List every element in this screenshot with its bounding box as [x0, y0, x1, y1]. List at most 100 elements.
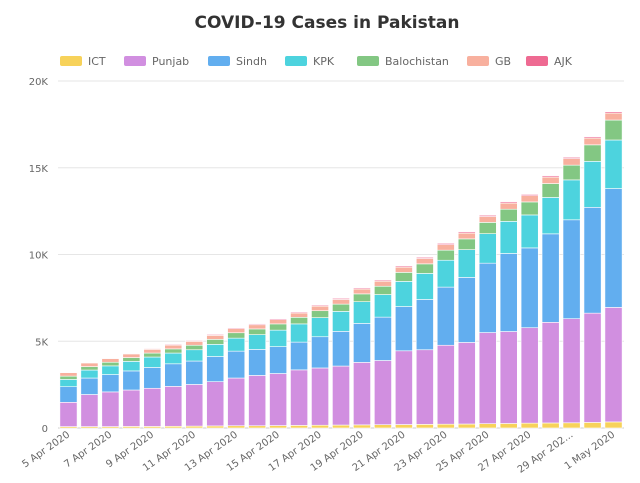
bar-segment[interactable]: [59, 372, 78, 377]
bar-segment[interactable]: [332, 299, 350, 305]
bar-segment[interactable]: [499, 201, 518, 204]
bar-segment[interactable]: [101, 361, 120, 367]
bar-segment[interactable]: [415, 263, 434, 274]
bar-segment[interactable]: [394, 266, 413, 273]
bar-segment[interactable]: [583, 161, 602, 208]
bar-segment[interactable]: [290, 323, 308, 343]
bar-segment[interactable]: [248, 375, 267, 427]
bar-segment[interactable]: [227, 332, 246, 339]
bar-segment[interactable]: [394, 350, 413, 425]
bar-segment[interactable]: [206, 334, 225, 336]
bar-segment[interactable]: [185, 349, 204, 362]
bar-segment[interactable]: [457, 232, 476, 240]
bar-segment[interactable]: [520, 327, 539, 424]
bar-segment[interactable]: [583, 137, 602, 146]
bar-segment[interactable]: [436, 249, 455, 261]
bar-segment[interactable]: [394, 281, 413, 307]
bar-segment[interactable]: [101, 358, 120, 363]
bar-segment[interactable]: [541, 183, 560, 198]
bar-segment[interactable]: [541, 176, 560, 184]
bar-segment[interactable]: [248, 349, 267, 376]
bar-segment[interactable]: [374, 285, 392, 295]
bar-segment[interactable]: [248, 323, 267, 326]
bar-segment[interactable]: [248, 324, 267, 330]
legend-label[interactable]: AJK: [554, 55, 573, 68]
bar-segment[interactable]: [185, 340, 204, 342]
bar-segment[interactable]: [436, 286, 455, 346]
bar-segment[interactable]: [457, 342, 476, 425]
bar-segment[interactable]: [604, 307, 623, 423]
bar-segment[interactable]: [269, 425, 288, 429]
bar-segment[interactable]: [520, 214, 539, 249]
bar-segment[interactable]: [185, 344, 204, 351]
bar-segment[interactable]: [290, 317, 308, 325]
bar-segment[interactable]: [101, 365, 120, 375]
bar-segment[interactable]: [604, 111, 623, 114]
bar-segment[interactable]: [185, 360, 204, 385]
bar-segment[interactable]: [374, 294, 392, 318]
bar-segment[interactable]: [562, 157, 581, 159]
bar-segment[interactable]: [332, 365, 350, 426]
bar-segment[interactable]: [604, 112, 623, 121]
bar-segment[interactable]: [311, 310, 329, 318]
bar-segment[interactable]: [436, 344, 455, 425]
bar-segment[interactable]: [353, 323, 371, 363]
bar-segment[interactable]: [394, 265, 413, 268]
bar-segment[interactable]: [80, 369, 99, 379]
bar-segment[interactable]: [227, 377, 246, 427]
bar-segment[interactable]: [604, 421, 623, 429]
bar-segment[interactable]: [269, 329, 288, 347]
bar-segment[interactable]: [415, 424, 434, 429]
bar-segment[interactable]: [311, 424, 329, 429]
bar-segment[interactable]: [374, 280, 392, 287]
bar-segment[interactable]: [394, 306, 413, 352]
bar-segment[interactable]: [59, 379, 78, 388]
bar-segment[interactable]: [101, 391, 120, 427]
bar-segment[interactable]: [353, 362, 371, 426]
bar-segment[interactable]: [353, 287, 371, 290]
bar-segment[interactable]: [122, 370, 141, 391]
bar-segment[interactable]: [457, 423, 476, 429]
bar-segment[interactable]: [143, 367, 162, 389]
bar-segment[interactable]: [374, 316, 392, 361]
bar-segment[interactable]: [562, 164, 581, 181]
bar-segment[interactable]: [122, 389, 141, 427]
bar-segment[interactable]: [143, 348, 162, 350]
legend-swatch[interactable]: [60, 56, 82, 66]
bar-segment[interactable]: [185, 384, 204, 427]
bar-segment[interactable]: [164, 343, 183, 346]
bar-segment[interactable]: [164, 348, 183, 354]
bar-segment[interactable]: [290, 311, 308, 314]
bar-segment[interactable]: [80, 394, 99, 427]
bar-segment[interactable]: [248, 425, 267, 429]
legend-label[interactable]: Punjab: [152, 55, 189, 68]
bar-segment[interactable]: [143, 352, 162, 358]
legend-label[interactable]: KPK: [313, 55, 335, 68]
legend-swatch[interactable]: [357, 56, 379, 66]
bar-segment[interactable]: [583, 144, 602, 162]
bar-segment[interactable]: [227, 337, 246, 352]
bar-segment[interactable]: [269, 323, 288, 331]
bar-segment[interactable]: [269, 318, 288, 320]
bar-segment[interactable]: [583, 136, 602, 139]
bar-segment[interactable]: [185, 341, 204, 346]
bar-segment[interactable]: [59, 402, 78, 427]
bar-segment[interactable]: [122, 357, 141, 362]
bar-segment[interactable]: [311, 367, 329, 426]
bar-segment[interactable]: [499, 221, 518, 254]
bar-segment[interactable]: [499, 208, 518, 222]
legend-swatch[interactable]: [124, 56, 146, 66]
bar-segment[interactable]: [499, 253, 518, 332]
bar-segment[interactable]: [101, 374, 120, 393]
bar-segment[interactable]: [164, 344, 183, 350]
legend-swatch[interactable]: [467, 56, 489, 66]
bar-segment[interactable]: [541, 197, 560, 235]
bar-segment[interactable]: [374, 424, 392, 429]
legend-label[interactable]: GB: [495, 55, 511, 68]
legend-swatch[interactable]: [285, 56, 307, 66]
bar-segment[interactable]: [541, 422, 560, 429]
bar-segment[interactable]: [206, 339, 225, 345]
bar-segment[interactable]: [415, 273, 434, 300]
bar-segment[interactable]: [227, 328, 246, 334]
legend-label[interactable]: ICT: [88, 55, 106, 68]
